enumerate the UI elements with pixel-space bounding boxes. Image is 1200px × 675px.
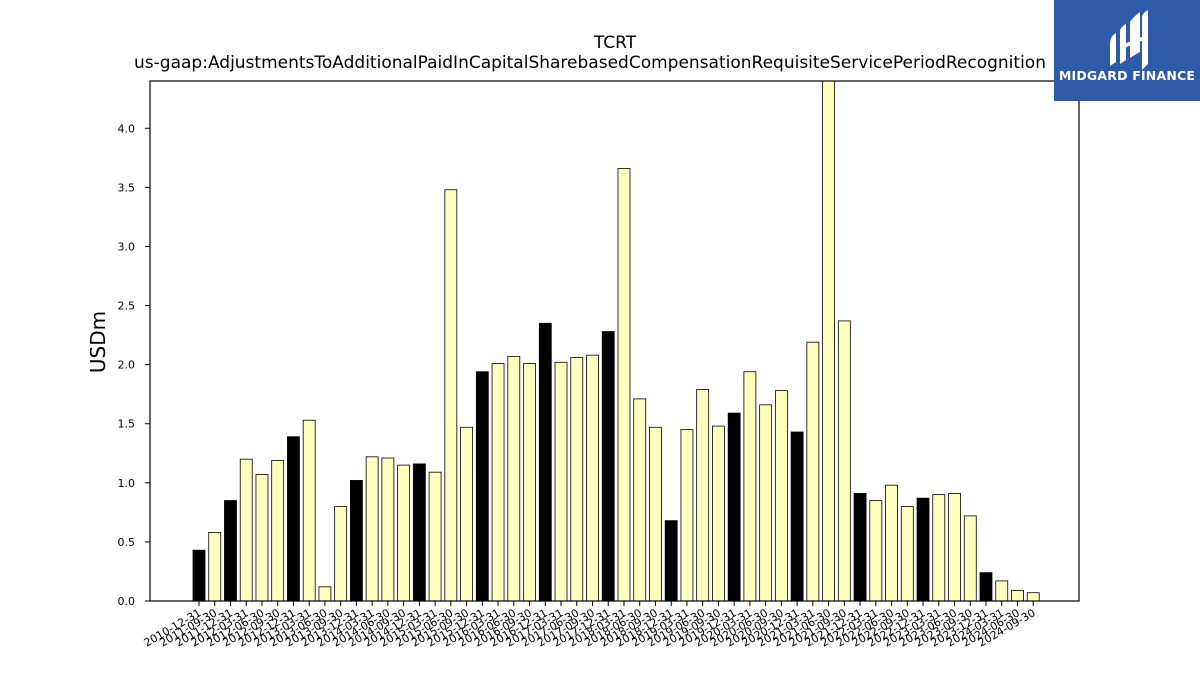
bar-2022-09-30	[900, 506, 914, 602]
bar-2020-09-30	[774, 390, 788, 602]
y-tick-label: 2.5	[118, 300, 136, 313]
bar-2022-03-31	[869, 500, 883, 602]
y-tick-label: 3.5	[118, 181, 136, 194]
bar-2012-03-31	[239, 458, 253, 602]
bar-2022-12-31	[916, 497, 930, 602]
bar-2021-03-31	[806, 341, 820, 602]
bar-2013-03-31	[302, 419, 316, 602]
bar-2017-09-30	[586, 354, 599, 602]
brand-logo: MIDGARD FINANCE	[1054, 0, 1200, 101]
x-axis-ticks: 2010-12-312011-09-302011-12-312012-03-31…	[142, 601, 1038, 650]
bar-2017-12-31	[601, 331, 615, 602]
bar-2021-06-30	[822, 80, 835, 602]
bar-2022-06-30	[885, 484, 898, 602]
bar-2015-03-31	[428, 471, 442, 602]
bar-2016-12-31	[538, 322, 552, 602]
bar-2019-09-30	[712, 425, 725, 602]
bar-2017-06-30	[570, 357, 584, 602]
bar-2018-12-31	[664, 520, 678, 602]
chart-title: TCRT	[593, 33, 637, 53]
bar-2020-06-30	[759, 404, 773, 602]
bar-2011-09-30	[208, 532, 222, 602]
bar-2013-12-31	[349, 480, 363, 602]
bar-2021-09-30	[837, 320, 851, 602]
y-tick-label: 1.5	[118, 418, 136, 431]
bar-2016-09-30	[523, 363, 536, 602]
bar-2014-03-31	[365, 456, 379, 602]
bar-2014-12-31	[412, 463, 426, 602]
y-tick-label: 3.0	[118, 240, 136, 253]
bar-2023-12-31	[979, 572, 993, 602]
bar-2012-06-30	[255, 474, 269, 602]
bar-2023-03-31	[932, 494, 946, 602]
bar-2016-06-30	[507, 355, 521, 602]
y-tick-label: 1.0	[118, 477, 136, 490]
y-axis-label: USDm	[86, 311, 110, 373]
y-tick-label: 0.5	[118, 536, 136, 549]
bar-2011-12-31	[224, 500, 237, 602]
bar-2016-03-31	[491, 363, 505, 602]
bar-2024-03-31	[995, 580, 1009, 602]
bar-2021-12-31	[853, 493, 867, 602]
plot-frame	[149, 80, 1080, 602]
bar-2019-06-30	[696, 389, 710, 602]
midgard-logo-mark-icon	[1110, 10, 1148, 70]
bar-2018-09-30	[649, 426, 662, 602]
bar-2013-06-30	[318, 586, 332, 602]
bar-2019-12-31	[727, 412, 741, 602]
bar-2017-03-31	[554, 361, 568, 602]
y-axis-ticks: 0.0 0.5 1.0 1.5 2.0 2.5 3.0 3.5 4.0	[118, 122, 150, 608]
bar-2015-12-31	[475, 371, 489, 602]
bar-2020-12-31	[790, 431, 804, 602]
brand-name: MIDGARD FINANCE	[1058, 68, 1196, 83]
bar-2012-12-31	[287, 436, 300, 602]
bar-2023-06-30	[948, 493, 961, 602]
y-tick-label: 2.0	[118, 359, 136, 372]
y-tick-label: 0.0	[118, 595, 136, 608]
bar-2012-09-30	[271, 459, 285, 602]
y-tick-label: 4.0	[118, 122, 136, 135]
bar-2020-03-31	[743, 371, 757, 602]
bar-2018-06-30	[633, 398, 647, 602]
bar-2018-03-31	[617, 168, 631, 602]
bar-2024-09-30	[1026, 592, 1040, 602]
bar-2010-12-31	[192, 549, 206, 602]
bars-group	[192, 80, 1040, 602]
bar-2019-03-31	[680, 429, 694, 602]
bar-2023-09-30	[963, 515, 977, 602]
bar-2015-09-30	[460, 426, 473, 602]
bar-2015-06-30	[444, 189, 458, 602]
bar-2013-09-30	[334, 506, 348, 602]
bar-2024-06-30	[1011, 589, 1024, 602]
bar-2014-06-30	[381, 457, 395, 602]
bar-2014-09-30	[397, 464, 411, 602]
chart-subtitle: us-gaap:AdjustmentsToAdditionalPaidInCap…	[134, 53, 1046, 73]
